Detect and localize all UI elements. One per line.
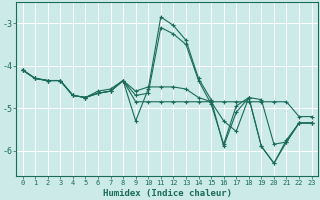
X-axis label: Humidex (Indice chaleur): Humidex (Indice chaleur)	[103, 189, 232, 198]
